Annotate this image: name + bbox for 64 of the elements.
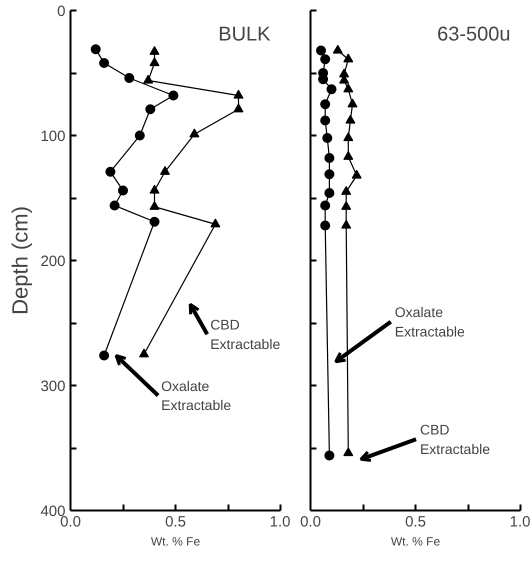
- x-tick-label: 1.0: [510, 514, 531, 530]
- point: [99, 58, 110, 68]
- text: BULK: [218, 24, 272, 46]
- y-tick-label: 200: [40, 253, 66, 270]
- point: [320, 220, 330, 230]
- y-tick-label: 0: [57, 3, 66, 20]
- x-axis-title: Wt. % Fe: [390, 534, 440, 548]
- text: 63-500u: [437, 24, 511, 46]
- point: [343, 447, 354, 456]
- point: [143, 74, 154, 84]
- point: [320, 54, 330, 64]
- point: [332, 44, 343, 54]
- point: [320, 116, 330, 126]
- point: [320, 99, 330, 110]
- x-axis-title: Wt. % Fe: [150, 534, 200, 548]
- x-tick-label: 0.5: [165, 514, 186, 530]
- point: [105, 166, 116, 177]
- text: Oxalate Extractable: [161, 378, 232, 414]
- point: [234, 104, 244, 112]
- point: [150, 216, 160, 227]
- point: [343, 54, 354, 62]
- point: [150, 184, 160, 194]
- point: [124, 73, 134, 83]
- x-tick-label: 1.0: [270, 514, 291, 530]
- point: [343, 151, 354, 160]
- legend-label: CBD Extractable: [210, 316, 280, 352]
- point: [234, 90, 244, 99]
- x-tick-label: 0.0: [300, 514, 321, 530]
- text: Oxalate Extractable: [394, 304, 466, 340]
- point: [210, 218, 220, 228]
- point: [316, 46, 326, 56]
- x-tick-label: 0.5: [405, 514, 426, 530]
- point: [324, 153, 334, 163]
- point: [150, 57, 160, 66]
- y-axis-title: Depth (cm): [7, 206, 32, 315]
- point: [324, 169, 334, 180]
- point: [352, 170, 362, 179]
- y-tick-label: 300: [40, 378, 66, 395]
- point: [90, 44, 101, 54]
- point: [145, 104, 156, 114]
- point: [189, 128, 200, 138]
- y-tick-label: 100: [40, 128, 66, 145]
- point: [326, 84, 336, 94]
- point: [345, 114, 356, 124]
- point: [348, 98, 358, 108]
- point: [324, 450, 334, 460]
- point: [160, 166, 170, 175]
- point: [118, 186, 128, 196]
- text: CBD Extractable: [420, 422, 490, 457]
- point: [150, 46, 160, 55]
- point: [99, 350, 110, 360]
- point: [134, 130, 145, 140]
- point: [320, 200, 330, 210]
- point: [341, 201, 352, 210]
- point: [343, 132, 354, 142]
- point: [110, 200, 120, 210]
- point: [324, 188, 334, 198]
- point: [322, 133, 332, 143]
- point: [341, 220, 352, 229]
- point: [343, 84, 354, 92]
- point: [168, 90, 178, 100]
- point: [150, 201, 160, 210]
- point: [341, 186, 352, 195]
- point: [139, 348, 149, 358]
